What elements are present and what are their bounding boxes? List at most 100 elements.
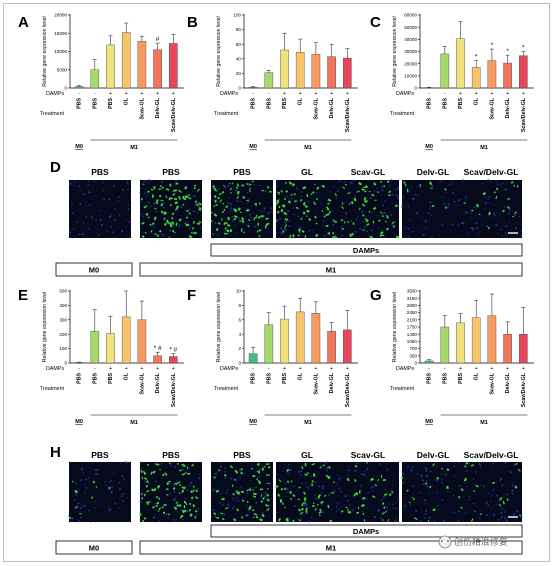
green-signal [414,517,418,521]
nucleus-dot [264,491,267,494]
green-signal [193,186,196,189]
nucleus-dot [333,234,336,237]
green-signal [317,496,321,500]
nucleus-dot [364,226,366,229]
y-tick-label: 10000 [54,49,67,54]
nucleus-dot [497,518,500,522]
nucleus-dot [110,490,113,493]
treatment-label: PBS [282,98,288,109]
green-signal [147,216,150,219]
nucleus-dot [227,201,229,204]
nucleus-dot [428,516,431,519]
y-tick-label: 300 [59,317,67,322]
nucleus-dot [153,220,155,222]
green-signal [173,189,178,192]
group-m0-label: M0 [425,144,433,150]
green-signal [142,519,145,523]
green-signal [395,204,398,208]
green-signal [161,186,164,189]
micrograph-image [69,462,131,522]
nucleus-dot [324,230,326,232]
nucleus-dot [79,203,82,206]
green-signal [142,470,146,474]
green-signal [364,217,367,221]
nucleus-dot [307,520,311,523]
nucleus-dot [300,482,303,485]
nucleus-dot [516,510,519,513]
green-signal [191,464,194,467]
nucleus-dot [185,497,187,500]
nucleus-dot [354,194,357,197]
nucleus-dot [418,491,421,494]
nucleus-dot [416,202,418,204]
green-signal [218,193,222,195]
nucleus-dot [384,200,387,202]
green-signal [257,222,260,226]
y-tick-label: 100 [233,13,241,18]
nucleus-dot [475,494,477,496]
green-signal [152,517,155,519]
y-axis-label: Relative gene expression level [216,16,222,86]
green-signal [261,513,265,518]
green-signal [151,194,154,198]
green-signal [345,506,348,509]
green-signal [155,463,160,466]
bar [280,318,289,364]
green-signal [197,188,200,192]
green-signal [301,229,305,233]
treatment-label: PBS [251,373,257,384]
nucleus-dot [292,214,295,216]
nucleus-dot [168,236,171,239]
nucleus-dot [265,493,268,495]
damps-sign: + [506,91,509,97]
damps-sign: + [314,91,317,97]
nucleus-dot [265,232,267,234]
green-signal [297,519,301,522]
green-signal [374,484,377,486]
green-signal [221,498,225,501]
damps-box [210,524,523,538]
nucleus-dot [441,498,444,501]
damps-box-label: DAMPs [353,527,379,536]
nucleus-dot [211,197,213,199]
green-signal [259,518,263,522]
nucleus-dot [73,228,75,230]
nucleus-dot [478,517,481,519]
nucleus-dot [429,201,432,204]
green-signal [151,488,154,492]
green-signal [181,464,185,466]
green-signal [265,217,269,220]
nucleus-dot [497,183,499,186]
green-signal [233,215,238,219]
nucleus-dot [297,470,300,473]
nucleus-dot [406,465,410,468]
green-signal [255,515,259,519]
green-signal [265,473,268,476]
nucleus-dot [382,496,386,499]
green-signal [229,465,234,469]
nucleus-dot [453,475,456,478]
nucleus-dot [118,195,120,198]
nucleus-dot [107,505,110,508]
green-signal [361,229,365,231]
nucleus-dot [356,218,358,221]
nucleus-dot [408,236,410,238]
nucleus-dot [322,225,324,227]
nucleus-dot [365,230,368,233]
nucleus-dot [363,499,365,502]
nucleus-dot [293,485,295,488]
green-signal [223,221,227,226]
nucleus-dot [404,505,407,508]
green-signal [498,503,502,507]
green-signal [182,196,185,199]
nucleus-dot [221,492,223,495]
green-signal [166,493,169,496]
nucleus-dot [122,493,125,495]
green-signal [152,487,157,492]
green-signal [156,485,161,489]
green-signal [368,210,371,213]
green-signal [392,225,395,228]
nucleus-dot [221,504,224,507]
green-signal [495,187,499,191]
nucleus-dot [68,514,70,517]
